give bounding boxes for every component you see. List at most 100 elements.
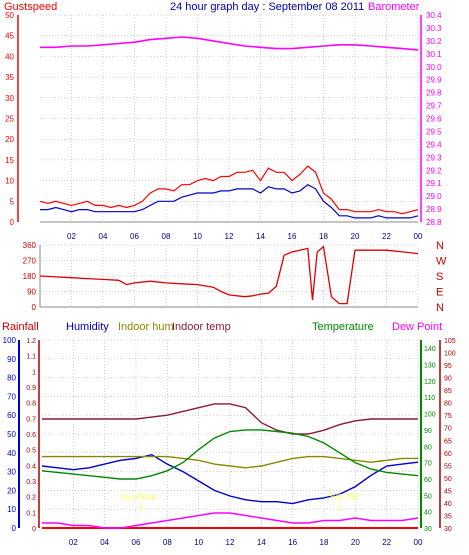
compass-tick: S: [436, 271, 443, 283]
legend-rainfall: Rainfall: [2, 321, 39, 333]
p3-x-tick: 00: [414, 538, 423, 547]
p3-x-tick: 14: [257, 538, 266, 547]
rain-y-tick: 0.1: [26, 510, 36, 517]
gust-y-tick: 20: [5, 135, 14, 144]
dew-y-tick: 50: [444, 476, 452, 483]
p1-x-tick: 22: [382, 232, 391, 241]
dir-y-tick: 270: [23, 257, 37, 266]
dew-y-tick: 105: [444, 338, 456, 345]
dir-y-tick: 360: [23, 241, 37, 250]
humidity-y-tick: 60: [7, 411, 16, 420]
gust-y-tick: 10: [5, 177, 14, 186]
chart-title: 24 hour graph day : September 08 2011: [170, 1, 364, 13]
rain-y-tick: 1: [32, 369, 36, 376]
legend-indoor-temp: Indoor temp: [172, 321, 231, 333]
gust-y-tick: 40: [5, 52, 14, 61]
humidity-y-tick: 80: [7, 374, 16, 383]
temp-y-tick: 100: [424, 412, 436, 419]
rain-y-tick: 1.2: [26, 338, 36, 345]
baro-y-tick: 29.7: [426, 102, 442, 111]
p3-x-tick: 06: [132, 538, 141, 547]
dew-y-tick: 75: [444, 413, 452, 420]
barometer-label: Barometer: [368, 1, 420, 13]
gust-y-tick: 15: [5, 156, 14, 165]
p3-x-tick: 10: [194, 538, 203, 547]
humidity-y-tick: 0: [12, 524, 17, 533]
gust-series: [39, 165, 419, 215]
p3-x-tick: 22: [382, 538, 391, 547]
p1-x-tick: 18: [319, 232, 328, 241]
humidity-y-tick: 40: [7, 449, 16, 458]
p1-x-tick: 10: [193, 232, 202, 241]
gust-y-tick: 5: [10, 197, 15, 206]
rain-y-tick: 0.6: [26, 432, 36, 439]
dew-y-tick: 95: [444, 363, 452, 370]
dew-y-tick: 65: [444, 438, 452, 445]
baro-y-tick: 30.0: [426, 63, 442, 72]
baro-y-tick: 29.0: [426, 192, 442, 201]
legend-indoor-hum: Indoor hum: [118, 321, 174, 333]
dew-y-tick: 55: [444, 463, 452, 470]
rain-y-tick: 0.5: [26, 448, 36, 455]
baro-y-tick: 29.5: [426, 127, 442, 136]
gust-y-tick: 30: [5, 94, 14, 103]
baro-y-tick: 29.8: [426, 89, 442, 98]
humidity-y-tick: 50: [7, 430, 16, 439]
p3-x-tick: 20: [351, 538, 360, 547]
legend-humidity: Humidity: [66, 321, 109, 333]
p1-x-tick: 04: [99, 232, 108, 241]
dew-y-tick: 35: [444, 513, 452, 520]
p1-x-tick: 16: [288, 232, 297, 241]
dir-y-tick: 90: [27, 288, 36, 297]
dir-y-tick: 0: [32, 303, 37, 312]
temp-y-tick: 60: [424, 477, 432, 484]
humidity-y-tick: 100: [3, 336, 17, 345]
sunrise-annotation: Sun Rise: [120, 492, 157, 502]
dew-y-tick: 60: [444, 451, 452, 458]
rain-y-tick: 0: [32, 526, 36, 533]
indoor_temp-series: [42, 403, 418, 435]
p3-x-tick: 02: [69, 538, 78, 547]
baro-series: [40, 36, 419, 51]
humidity-y-tick: 10: [7, 505, 16, 514]
wind-baro-panel: 0 5 10 15 20 25 30 35 40 45 50 28.8 28.9 29.0 29.1 29.2…: [5, 11, 442, 241]
dew_point-series: [42, 512, 419, 529]
baro-y-tick: 30.4: [426, 11, 442, 20]
gustspeed-label: Gustspeed: [4, 1, 57, 13]
compass-tick: N: [436, 240, 444, 252]
p3-x-tick: 16: [288, 538, 297, 547]
compass-tick: E: [436, 287, 443, 299]
baro-y-tick: 29.1: [426, 179, 442, 188]
baro-y-tick: 30.3: [426, 24, 442, 33]
sunset-annotation: Sun Set: [327, 491, 360, 501]
temp-y-tick: 120: [424, 379, 436, 386]
temp-y-tick: 40: [424, 510, 432, 517]
gust-y-tick: 45: [5, 32, 14, 41]
temp-y-tick: 140: [424, 346, 436, 353]
rain-y-tick: 1.1: [26, 354, 36, 361]
temp-y-tick: 30: [424, 526, 432, 533]
legend-temperature: Temperature: [312, 321, 374, 333]
dew-y-tick: 70: [444, 426, 452, 433]
p1-x-tick: 06: [130, 232, 139, 241]
dew-y-tick: 100: [444, 351, 456, 358]
dew-y-tick: 85: [444, 388, 452, 395]
gust-y-tick: 0: [10, 218, 15, 227]
humidity-series: [41, 453, 419, 505]
baro-y-tick: 28.8: [426, 218, 442, 227]
baro-y-tick: 28.9: [426, 205, 442, 214]
gust-y-tick: 50: [5, 11, 14, 20]
p3-x-tick: 12: [226, 538, 235, 547]
rain-y-tick: 0.4: [26, 463, 36, 470]
temp-y-tick: 130: [424, 363, 436, 370]
baro-y-tick: 30.1: [426, 50, 442, 59]
humidity-y-tick: 90: [7, 355, 16, 364]
dew-y-tick: 80: [444, 401, 452, 408]
humidity-y-tick: 20: [7, 486, 16, 495]
p1-x-tick: 08: [162, 232, 171, 241]
humidity-y-tick: 70: [7, 392, 16, 401]
gust-y-tick: 35: [5, 73, 14, 82]
baro-y-tick: 29.4: [426, 140, 442, 149]
dir-y-tick: 180: [23, 272, 37, 281]
